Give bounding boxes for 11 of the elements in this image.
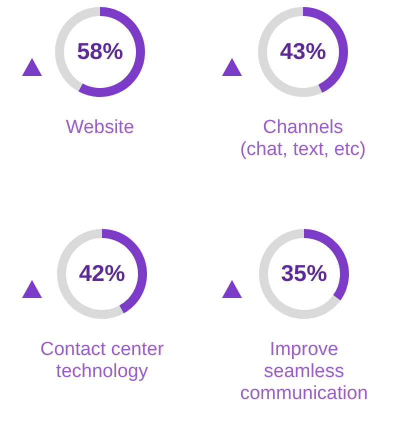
data-label: 42% [78,260,126,286]
data-label: 35% [280,260,328,286]
donut-slice [259,229,340,319]
donut-slice [57,229,124,319]
text: Website [66,117,134,138]
data-label: 43% [280,38,326,64]
text: Contact center technology [40,339,164,382]
donut-slice [78,7,145,97]
text: Improve seamless communication [240,339,368,404]
data-label: 58% [76,38,124,64]
text: Channels (chat, text, etc) [240,117,366,160]
